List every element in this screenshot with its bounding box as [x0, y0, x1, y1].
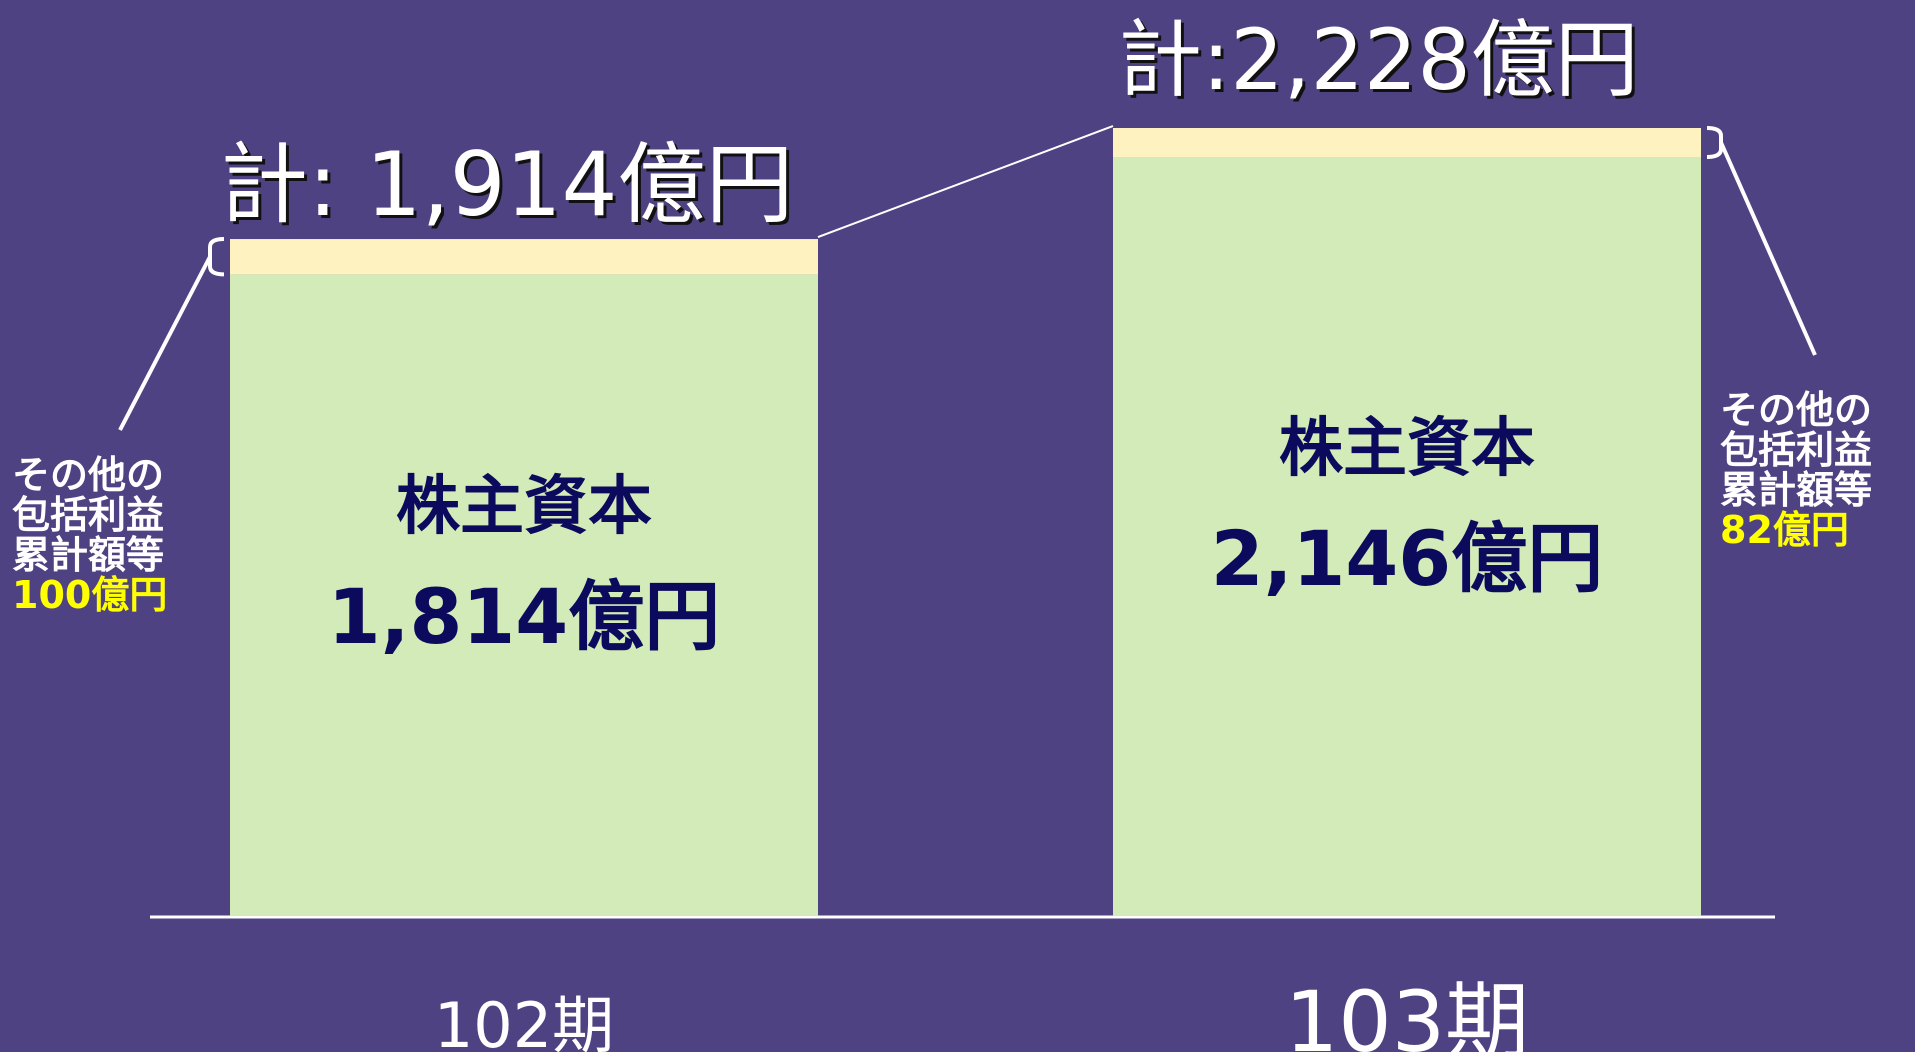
bar-segment [1113, 157, 1701, 916]
segment-name: その他の包括利益累計額等 [1720, 388, 1873, 512]
leader-line [1719, 141, 1817, 356]
segment-value-label: 100億円 [12, 573, 168, 617]
segment-name: 株主資本 [1279, 411, 1535, 486]
category-label: 103期 [1284, 973, 1530, 1052]
category-label: 102期 [433, 989, 615, 1052]
total-label: 計:2,228億円 [1118, 11, 1639, 109]
bracket [208, 237, 225, 277]
segment-value-label: 2,146億円 [1210, 513, 1604, 603]
segment-annotation: その他の包括利益累計額等 82億円 [1720, 390, 1880, 550]
segment-value-label: 82億円 [1720, 508, 1849, 552]
connector-line [817, 125, 1114, 238]
bracket [1706, 126, 1723, 160]
bar-segment [1113, 128, 1701, 158]
segment-value-label: 1,814億円 [327, 572, 721, 662]
leader-line [118, 255, 212, 431]
bar-segment [230, 274, 818, 916]
segment-annotation: その他の包括利益累計額等 100億円 [12, 455, 172, 615]
bar-segment [230, 239, 818, 275]
segment-name: その他の包括利益累計額等 [12, 453, 165, 577]
segment-name: 株主資本 [396, 470, 652, 545]
total-label: 計: 1,914億円 [220, 133, 794, 237]
